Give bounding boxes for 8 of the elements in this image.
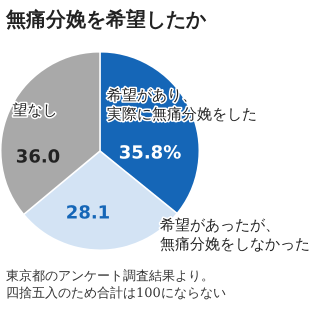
slice-label: 望なし [12, 100, 58, 119]
chart-title: 無痛分娩を希望したか [6, 6, 206, 33]
data-label: 35.8% [118, 142, 182, 164]
data-label: 28.1 [66, 202, 110, 224]
data-label: 36.0 [16, 146, 60, 168]
slice-label: 希望があったが、無痛分娩をしなかった [160, 216, 310, 253]
text: 四捨五入のため合計は100にならない [6, 285, 226, 302]
text: 東京都のアンケート調査結果より。 [6, 268, 215, 285]
